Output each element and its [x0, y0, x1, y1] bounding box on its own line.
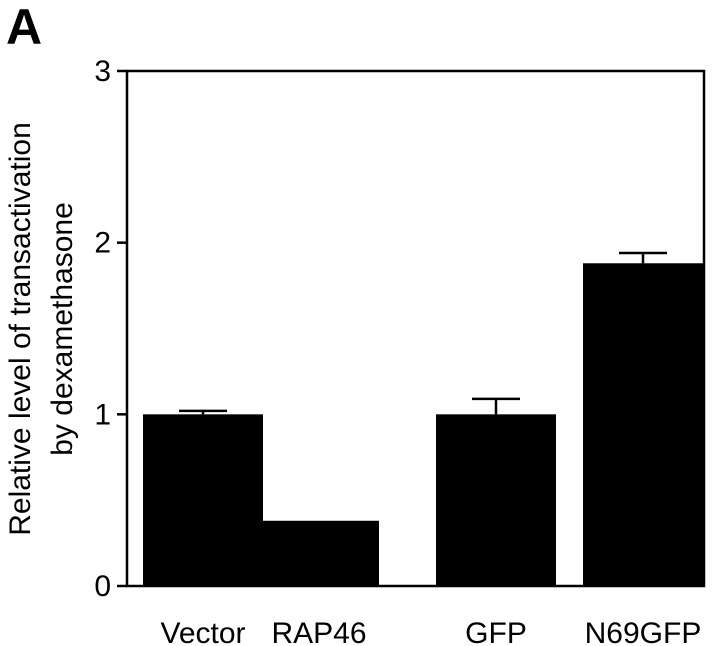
x-axis: Vector RAP46 GFP N69GFP	[160, 617, 701, 646]
x-tick-label: RAP46	[271, 617, 366, 646]
bar-rap46	[259, 520, 379, 586]
y-tick-label: 2	[94, 227, 111, 260]
bar-n69gfp	[583, 263, 703, 586]
y-axis-title-line1: Relative level of transactivation	[4, 122, 37, 536]
bars	[143, 251, 703, 586]
y-tick-label: 0	[94, 570, 111, 603]
y-axis: 0 1 2 3	[94, 55, 127, 603]
bar-gfp	[436, 414, 556, 586]
x-tick-label: N69GFP	[585, 617, 702, 646]
panel-label: A	[6, 0, 42, 55]
y-tick-label: 3	[94, 55, 111, 88]
bar-vector	[143, 414, 263, 586]
x-tick-label: Vector	[160, 617, 245, 646]
y-axis-title-line2: by dexamethasone	[46, 202, 79, 456]
y-axis-title: Relative level of transactivation by dex…	[4, 122, 79, 536]
x-tick-label: GFP	[465, 617, 527, 646]
y-tick-label: 1	[94, 398, 111, 431]
plot-frame	[125, 69, 706, 588]
